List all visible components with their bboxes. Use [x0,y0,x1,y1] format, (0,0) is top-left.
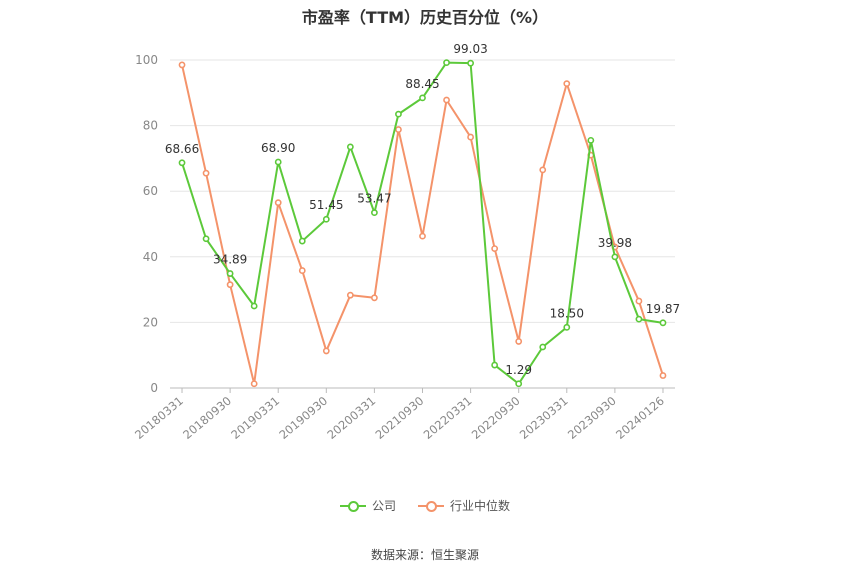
data-point-industry [563,80,571,88]
data-label: 18.50 [550,306,584,320]
data-point-company [346,143,354,151]
data-point-company [202,235,210,243]
data-point-company [322,215,330,223]
data-point-industry [539,166,547,174]
data-point-industry [395,126,402,133]
legend-item-company[interactable]: 公司 [339,497,396,514]
data-label: 34.89 [213,253,247,267]
legend-label-industry: 行业中位数 [450,499,511,513]
data-point-industry [491,245,499,252]
data-point-company [298,237,306,245]
data-point-company [587,136,595,144]
x-tick-label: 20190930 [276,394,330,442]
data-point-industry [515,338,523,345]
grid-lines [170,59,675,323]
y-tick-label: 0 [150,381,158,395]
data-point-company [635,315,643,323]
data-point-company [515,380,523,388]
x-tick-label: 20180930 [180,394,234,442]
x-tick-label: 20210930 [373,394,427,442]
data-point-company [250,302,258,310]
y-tick-label: 40 [143,250,158,264]
data-point-company [611,253,619,261]
series-line-industry [181,64,664,385]
x-tick-label: 20220331 [421,394,475,442]
legend-swatch-company [339,500,366,512]
x-tick-label: 20230930 [565,394,619,442]
y-tick-label: 80 [143,119,158,133]
data-point-industry [467,133,474,141]
data-point-company [419,94,426,102]
x-tick-label: 20180331 [132,394,186,442]
data-point-industry [202,169,210,177]
data-label: 88.45 [405,77,439,91]
data-point-industry [298,267,306,274]
x-tick-label: 20220930 [469,394,523,442]
data-point-industry [274,199,282,207]
y-tick-label: 100 [135,53,158,67]
data-point-industry [635,297,643,305]
data-label: 1.29 [505,363,532,377]
x-tick-label: 20230331 [517,394,571,442]
data-labels: 68.66 34.89 68.90 51.45 53.47 88.45 99.03 1.29 1… [165,42,680,377]
data-point-industry [178,61,186,69]
data-point-industry [346,291,354,299]
data-point-industry [659,372,667,379]
data-point-company [491,361,499,369]
data-point-company [226,270,234,277]
data-point-industry [443,96,450,104]
y-tick-label: 20 [143,315,158,329]
data-label: 68.90 [261,141,295,155]
data-point-industry [250,380,258,388]
data-label: 51.45 [309,198,343,212]
data-point-company [659,319,667,327]
x-tick-label: 20200331 [324,394,378,442]
data-point-industry [322,347,330,355]
data-point-industry [226,281,234,289]
data-point-industry [419,232,426,240]
data-point-company [395,110,402,118]
data-point-company [443,59,450,67]
data-label: 19.87 [646,302,680,316]
data-label: 99.03 [453,42,487,56]
chart-title: 市盈率（TTM）历史百分位（%） [301,8,549,27]
data-point-industry [371,294,378,302]
series-line-company [181,61,664,385]
legend-item-industry[interactable]: 行业中位数 [418,497,510,514]
data-point-company [371,209,378,217]
data-label: 68.66 [165,142,199,156]
data-point-company [467,59,474,67]
data-label: 39.98 [598,236,632,250]
source-note: 数据来源：恒生聚源 [370,548,479,562]
legend-label-company: 公司 [371,499,396,513]
series-lines [178,59,667,388]
data-point-company [563,323,571,331]
data-point-company [178,159,186,167]
x-tick-label: 20190331 [228,394,282,442]
y-tick-label: 60 [143,184,158,198]
chart-legend: 公司 行业中位数 [0,497,850,514]
x-tick-label: 20240126 [613,394,667,442]
data-point-company [539,343,547,351]
legend-swatch-industry [418,500,444,512]
data-point-company [274,158,282,166]
data-label: 53.47 [357,192,391,206]
